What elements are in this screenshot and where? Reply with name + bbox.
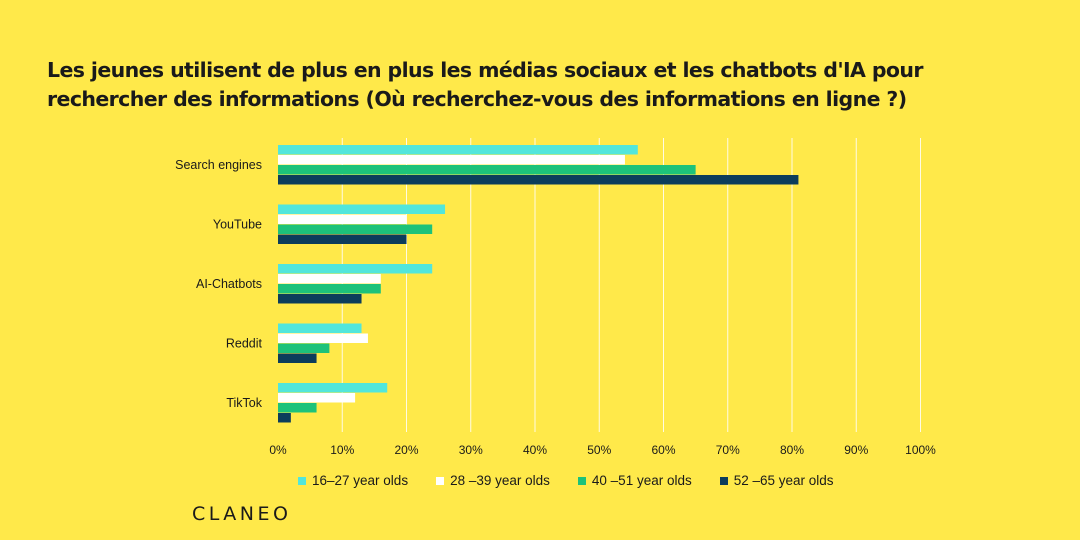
bar-ai-chatbots-series-4 xyxy=(278,294,362,304)
claneo-logo: CLANEO xyxy=(192,503,292,525)
bar-search-engines-series-2 xyxy=(278,155,625,165)
legend-item-52-65: 52 –65 year olds xyxy=(719,473,834,488)
bar-tiktok-series-4 xyxy=(278,413,291,423)
legend-label: 40 –51 year olds xyxy=(591,473,692,488)
bar-reddit-series-3 xyxy=(278,343,330,353)
bars xyxy=(278,145,799,423)
bar-reddit-series-1 xyxy=(278,323,362,333)
bar-ai-chatbots-series-1 xyxy=(278,264,433,274)
x-tick-label: 60% xyxy=(651,443,675,457)
legend-item-40-51: 40 –51 year olds xyxy=(577,473,692,488)
x-tick-label: 70% xyxy=(716,443,740,457)
bar-tiktok-series-3 xyxy=(278,403,317,413)
bar-youtube-series-4 xyxy=(278,234,407,244)
bar-search-engines-series-1 xyxy=(278,145,638,155)
category-label: Reddit xyxy=(226,337,263,351)
legend-swatch xyxy=(719,476,728,485)
legend-swatch xyxy=(436,476,445,485)
x-tick-label: 10% xyxy=(330,443,354,457)
bar-reddit-series-2 xyxy=(278,333,368,343)
grid-lines xyxy=(341,138,921,432)
bar-tiktok-series-2 xyxy=(278,393,356,403)
x-tick-label: 80% xyxy=(780,443,804,457)
x-tick-label: 30% xyxy=(459,443,483,457)
bar-youtube-series-3 xyxy=(278,224,433,234)
legend-item-16-27: 16–27 year olds xyxy=(298,473,408,488)
category-labels: Search engines YouTube AI-Chatbots Reddit Ti… xyxy=(175,158,263,410)
category-label: YouTube xyxy=(213,218,262,232)
chart-title: Les jeunes utilisent de plus en plus les… xyxy=(47,58,923,111)
x-tick-label: 20% xyxy=(394,443,418,457)
legend-label: 16–27 year olds xyxy=(312,473,409,488)
legend-label: 28 –39 year olds xyxy=(450,473,550,488)
legend-item-28-39: 28 –39 year olds xyxy=(436,473,550,488)
x-tick-label: 0% xyxy=(269,443,287,457)
category-label: TikTok xyxy=(226,396,262,410)
bar-tiktok-series-1 xyxy=(278,383,388,393)
bar-reddit-series-4 xyxy=(278,353,317,363)
category-label: AI-Chatbots xyxy=(196,277,262,291)
bar-youtube-series-1 xyxy=(278,204,446,214)
x-tick-label: 100% xyxy=(905,443,936,457)
category-label: Search engines xyxy=(175,158,262,172)
x-tick-label: 40% xyxy=(523,443,547,457)
legend-swatch xyxy=(577,476,586,485)
x-tick-label: 90% xyxy=(844,443,868,457)
bar-ai-chatbots-series-2 xyxy=(278,274,381,284)
legend-swatch xyxy=(298,476,306,485)
bar-search-engines-series-3 xyxy=(278,165,696,175)
bar-search-engines-series-4 xyxy=(278,175,799,185)
legend-label: 52 –65 year olds xyxy=(733,473,834,488)
bar-youtube-series-2 xyxy=(278,214,407,224)
bar-ai-chatbots-series-3 xyxy=(278,284,381,294)
legend: 16–27 year olds 28 –39 year olds 40 –51 … xyxy=(298,473,834,488)
x-tick-label: 50% xyxy=(587,443,611,457)
x-axis-tick-labels: 0% 10% 20% 30% 40% 50% 60% 70% 80% 90% 100% xyxy=(269,443,936,457)
